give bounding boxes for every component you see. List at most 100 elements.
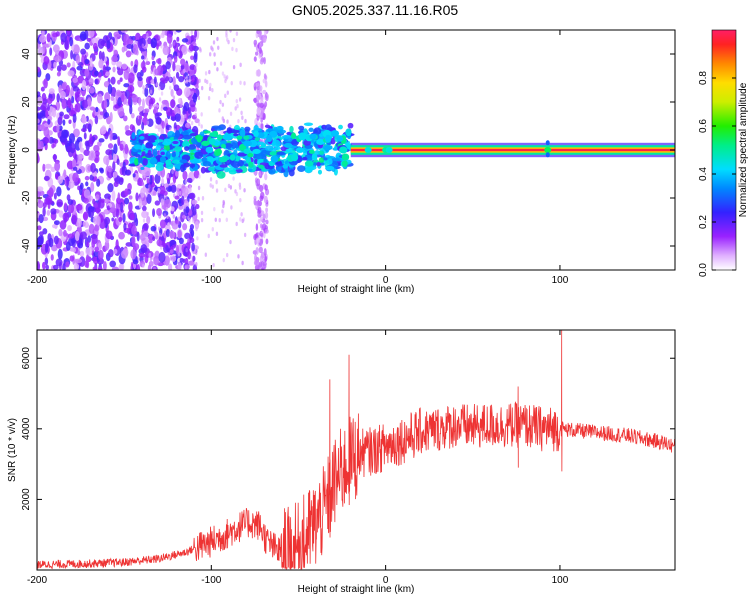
- heatmap-cell: [253, 124, 259, 133]
- heatmap-cell: [94, 51, 98, 56]
- heatmap-cell: [178, 237, 184, 245]
- heatmap-cell: [215, 231, 219, 237]
- heatmap-cell: [221, 209, 224, 214]
- heatmap-cell: [88, 30, 95, 38]
- heatmap-cell: [259, 216, 264, 222]
- heatmap-cell: [193, 53, 198, 64]
- heatmap-cell: [258, 122, 261, 128]
- heatmap-cell: [179, 190, 182, 196]
- heatmap-cell: [171, 169, 174, 175]
- colorbar-tick-label: 0.6: [698, 119, 709, 133]
- heatmap-cell: [339, 146, 348, 154]
- heatmap-cell: [96, 178, 101, 187]
- x-tick-label: -100: [201, 275, 221, 286]
- heatmap-cell: [65, 261, 70, 268]
- heatmap-cell: [211, 227, 214, 232]
- heatmap-cell: [226, 119, 229, 124]
- heatmap-cell: [125, 129, 132, 136]
- heatmap-cell: [209, 82, 212, 88]
- heatmap-cell: [138, 130, 145, 135]
- heatmap-cell: [177, 109, 180, 114]
- heatmap-cell: [169, 85, 172, 90]
- heatmap-cell: [154, 231, 159, 240]
- heatmap-cell: [177, 187, 180, 193]
- heatmap-cell: [195, 84, 199, 90]
- heatmap-cell: [170, 60, 174, 66]
- x-tick-label: -200: [27, 275, 47, 286]
- heatmap-cell: [200, 124, 203, 129]
- heatmap-cell: [262, 89, 267, 95]
- x-tick-label: 0: [383, 575, 389, 586]
- heatmap-cell: [115, 239, 119, 251]
- heatmap-cell: [150, 69, 153, 75]
- heatmap-cell: [198, 174, 201, 179]
- heatmap-cell: [260, 267, 264, 270]
- heatmap-cell: [85, 247, 93, 256]
- heatmap-cell: [93, 144, 100, 153]
- heatmap-cell: [189, 163, 196, 168]
- heatmap-cell: [191, 75, 195, 83]
- heatmap-cell: [221, 71, 225, 76]
- heatmap-cell: [200, 112, 203, 117]
- y-tick-label: 40: [21, 48, 32, 60]
- heatmap-cell: [125, 124, 130, 131]
- heatmap-cell: [171, 159, 182, 164]
- heatmap-cell: [59, 90, 66, 100]
- heatmap-cell: [87, 235, 92, 243]
- heatmap-cell: [219, 164, 228, 168]
- heatmap-cell: [56, 65, 62, 72]
- chart-title: GN05.2025.337.11.16.R05: [292, 2, 459, 18]
- heatmap-cell: [140, 55, 145, 60]
- heatmap-cell: [167, 221, 171, 231]
- heatmap-cell: [264, 173, 268, 181]
- heatmap-cell: [100, 198, 105, 204]
- heatmap-cell: [94, 150, 100, 157]
- heatmap-cell: [120, 30, 128, 33]
- heatmap-cell: [149, 174, 153, 185]
- heatmap-cell: [237, 152, 247, 157]
- heatmap-cell: [178, 75, 185, 83]
- heatmap-cell: [218, 156, 228, 163]
- heatmap-cell: [213, 206, 216, 212]
- heatmap-cell: [39, 35, 47, 43]
- heatmap-cell: [235, 169, 243, 173]
- heatmap-cell: [53, 192, 57, 200]
- heatmap-cell: [154, 200, 161, 206]
- heatmap-cell: [243, 232, 247, 238]
- heatmap-cell: [128, 201, 133, 212]
- heatmap-cell: [308, 149, 315, 154]
- heatmap-cell: [309, 133, 317, 140]
- heatmap-cell: [119, 143, 124, 152]
- y-tick-label: -40: [21, 238, 32, 253]
- heatmap-cell: [169, 77, 172, 82]
- heatmap-cell: [97, 114, 104, 120]
- heatmap-cell: [129, 86, 133, 98]
- heatmap-cell: [216, 171, 226, 179]
- heatmap-cell: [269, 151, 277, 156]
- heatmap-cell: [134, 157, 139, 166]
- heatmap-cell: [82, 221, 86, 227]
- heatmap-cell: [301, 156, 308, 161]
- x-tick-label: 100: [552, 575, 569, 586]
- heatmap-cell: [41, 92, 47, 102]
- heatmap-cell: [243, 135, 250, 140]
- heatmap-cell: [226, 252, 229, 258]
- heatmap-cell: [259, 34, 263, 41]
- heatmap-cell: [243, 140, 253, 147]
- heatmap-cell: [158, 97, 162, 102]
- heatmap-cell: [97, 249, 104, 260]
- heatmap-cell: [258, 171, 262, 176]
- heatmap-cell: [141, 181, 145, 187]
- heatmap-cell: [259, 223, 263, 229]
- heatmap-cell: [180, 101, 183, 106]
- heatmap-cell: [259, 47, 262, 54]
- heatmap-cell: [197, 121, 201, 127]
- heatmap-cell: [158, 251, 166, 263]
- heatmap-cell: [243, 148, 251, 155]
- heatmap-cell: [544, 147, 552, 153]
- snr-panel: -200 -100 0 100 2000 4000 6000 Height of strai…: [7, 329, 676, 595]
- heatmap-cell: [56, 186, 62, 197]
- heatmap-cell: [112, 161, 116, 172]
- heatmap-cell: [88, 78, 94, 85]
- heatmap-cell: [187, 237, 190, 243]
